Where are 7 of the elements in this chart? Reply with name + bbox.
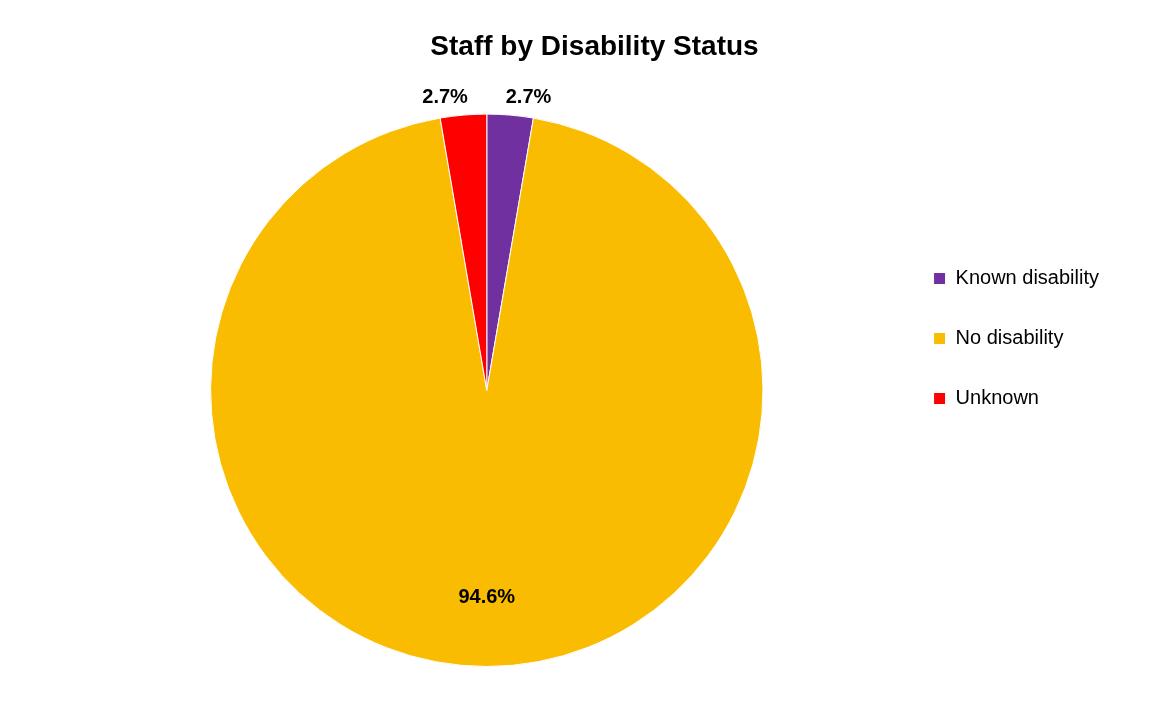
data-label: 2.7% xyxy=(422,84,469,107)
legend-label: Unknown xyxy=(955,386,1039,409)
chart-title: Staff by Disability Status xyxy=(430,29,759,61)
legend-label: No disability xyxy=(955,326,1064,349)
data-label: 94.6% xyxy=(458,584,516,607)
legend-label: Known disability xyxy=(955,266,1100,289)
data-label: 2.7% xyxy=(505,84,552,107)
